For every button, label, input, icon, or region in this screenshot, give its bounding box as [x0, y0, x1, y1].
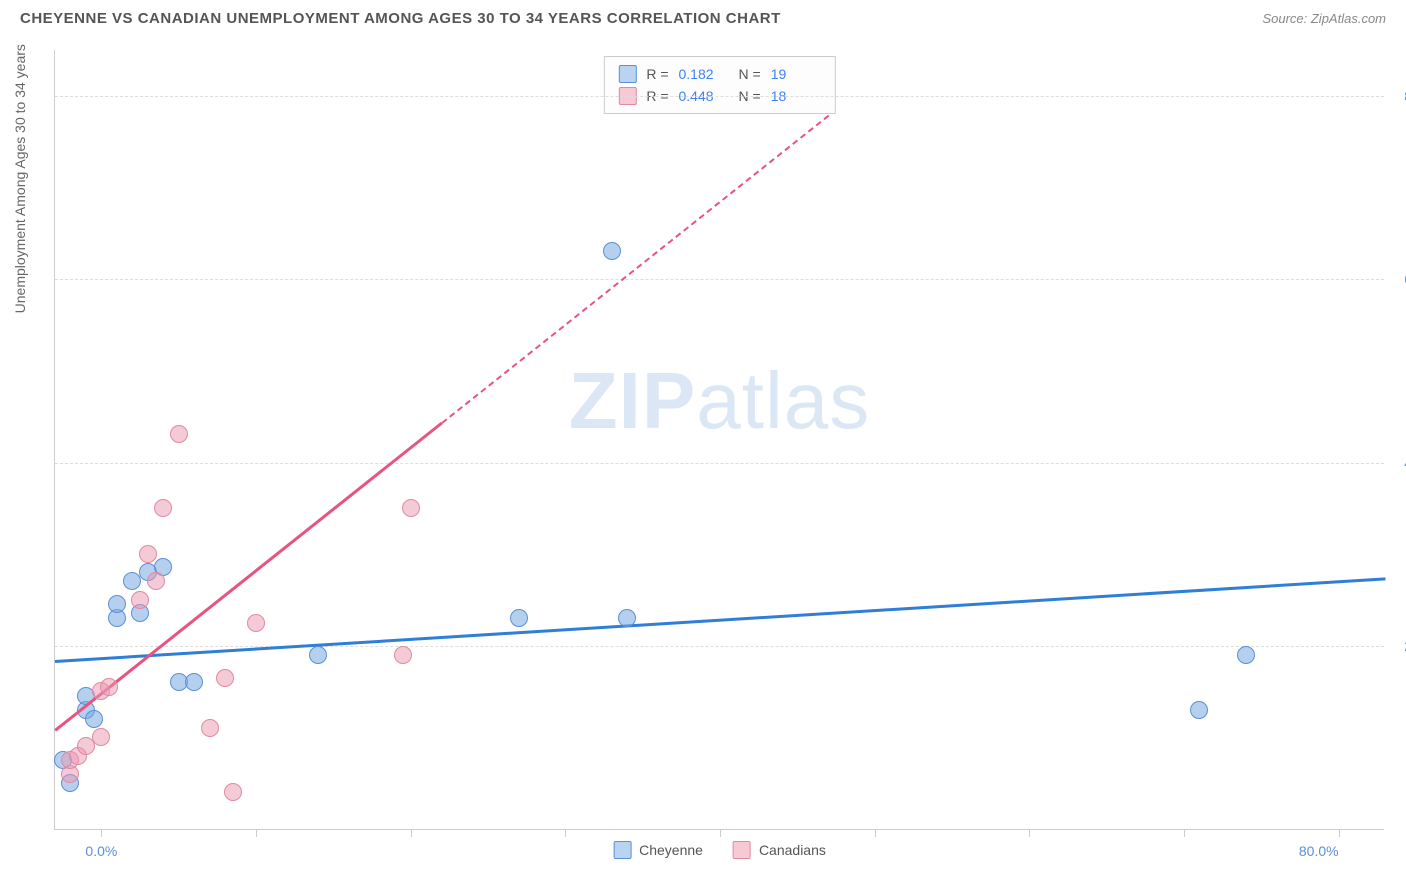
y-tick-label: 60.0% [1389, 271, 1406, 287]
scatter-point [224, 783, 242, 801]
grid-line [55, 279, 1384, 280]
plot-area: ZIPatlas R =0.182N =19R =0.448N =18 Chey… [54, 50, 1384, 830]
scatter-point [216, 669, 234, 687]
y-axis-label: Unemployment Among Ages 30 to 34 years [12, 44, 28, 313]
scatter-point [147, 572, 165, 590]
scatter-point [185, 673, 203, 691]
scatter-point [510, 609, 528, 627]
x-tick [565, 829, 566, 837]
r-value: 0.182 [679, 66, 729, 82]
watermark: ZIPatlas [569, 355, 870, 447]
scatter-point [309, 646, 327, 664]
scatter-point [170, 425, 188, 443]
x-tick-label-min: 0.0% [85, 843, 117, 859]
y-tick-label: 40.0% [1389, 455, 1406, 471]
r-label: R = [646, 66, 668, 82]
scatter-point [394, 646, 412, 664]
scatter-point [603, 242, 621, 260]
legend-series-label: Cheyenne [639, 842, 703, 858]
scatter-point [108, 595, 126, 613]
n-value: 19 [771, 66, 821, 82]
legend-swatch [733, 841, 751, 859]
scatter-point [154, 499, 172, 517]
scatter-point [100, 678, 118, 696]
grid-line [55, 463, 1384, 464]
scatter-point [1190, 701, 1208, 719]
x-tick [1339, 829, 1340, 837]
grid-line [55, 96, 1384, 97]
scatter-point [618, 609, 636, 627]
chart-container: Unemployment Among Ages 30 to 34 years Z… [54, 50, 1384, 830]
scatter-point [131, 591, 149, 609]
trend-line [441, 114, 829, 423]
legend-series-label: Canadians [759, 842, 826, 858]
scatter-point [92, 728, 110, 746]
legend-series-item: Canadians [733, 841, 826, 859]
chart-title: CHEYENNE VS CANADIAN UNEMPLOYMENT AMONG … [20, 10, 781, 27]
x-tick [720, 829, 721, 837]
scatter-point [85, 710, 103, 728]
y-tick-label: 20.0% [1389, 638, 1406, 654]
x-tick [101, 829, 102, 837]
scatter-point [201, 719, 219, 737]
source-attribution: Source: ZipAtlas.com [1262, 11, 1386, 26]
x-tick [256, 829, 257, 837]
scatter-point [1237, 646, 1255, 664]
y-tick-label: 80.0% [1389, 88, 1406, 104]
scatter-point [247, 614, 265, 632]
x-tick [875, 829, 876, 837]
legend-series-item: Cheyenne [613, 841, 703, 859]
legend-series: Cheyenne Canadians [613, 841, 826, 859]
x-tick-label-max: 80.0% [1299, 843, 1339, 859]
legend-correlation-stats: R =0.182N =19R =0.448N =18 [603, 56, 835, 114]
scatter-point [402, 499, 420, 517]
legend-swatch [618, 65, 636, 83]
x-tick [1184, 829, 1185, 837]
n-label: N = [739, 66, 761, 82]
legend-swatch [613, 841, 631, 859]
legend-stat-row: R = 0.182 N = 19 [618, 63, 820, 85]
scatter-point [139, 545, 157, 563]
x-tick [411, 829, 412, 837]
x-tick [1029, 829, 1030, 837]
